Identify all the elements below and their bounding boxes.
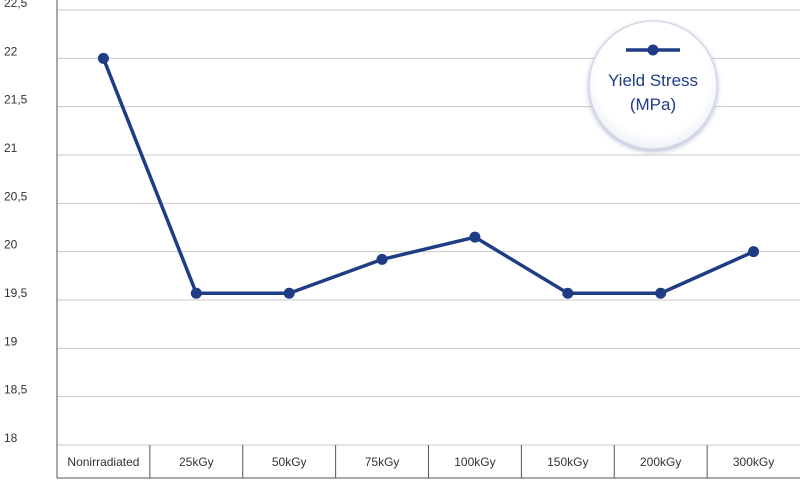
y-tick-label: 19,5 — [4, 286, 28, 300]
y-tick-label: 22,5 — [4, 0, 28, 10]
series-yield-stress — [97, 52, 760, 299]
legend: Yield Stress (MPa) — [588, 20, 718, 152]
y-tick-label: 21 — [4, 141, 18, 155]
y-tick-labels: 18 18,5 19 19,5 20 20,5 21 21,5 22 22,5 — [4, 0, 28, 445]
x-category-label: 300kGy — [733, 455, 774, 469]
legend-label: (MPa) — [630, 95, 676, 114]
legend-label: Yield Stress — [608, 71, 698, 90]
data-point — [97, 52, 109, 64]
x-category-label: 100kGy — [454, 455, 495, 469]
data-point — [283, 287, 295, 299]
x-category-labels: Nonirradiated 25kGy 50kGy 75kGy 100kGy 150kGy… — [67, 455, 774, 469]
y-tick-label: 21,5 — [4, 93, 28, 107]
data-point — [748, 246, 760, 258]
y-tick-label: 20,5 — [4, 189, 28, 203]
data-point — [190, 287, 202, 299]
legend-marker-swatch — [647, 44, 659, 56]
gridlines — [57, 9, 800, 446]
data-point — [655, 287, 667, 299]
series-line — [101, 57, 755, 295]
axes — [56, 0, 800, 479]
x-category-label: 75kGy — [365, 455, 400, 469]
x-category-label: 150kGy — [547, 455, 588, 469]
x-category-label: 200kGy — [640, 455, 681, 469]
y-tick-label: 18,5 — [4, 383, 28, 397]
data-point — [469, 231, 481, 243]
x-category-label: Nonirradiated — [67, 455, 139, 469]
x-category-label: 50kGy — [272, 455, 307, 469]
data-point — [376, 253, 388, 265]
y-tick-label: 19 — [4, 334, 18, 348]
data-point — [562, 287, 574, 299]
legend-badge — [588, 20, 718, 150]
y-tick-label: 22 — [4, 44, 18, 58]
y-tick-label: 18 — [4, 431, 18, 445]
x-category-label: 25kGy — [179, 455, 214, 469]
y-tick-label: 20 — [4, 238, 18, 252]
